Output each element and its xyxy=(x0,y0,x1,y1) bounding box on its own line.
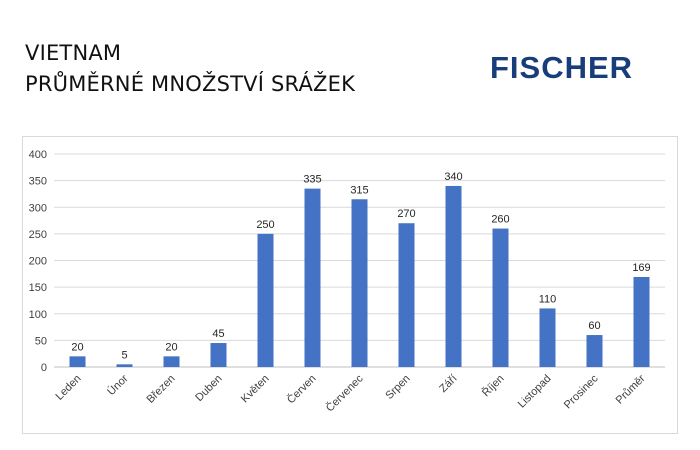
x-tick-label: Říjen xyxy=(479,372,506,399)
bar xyxy=(398,223,415,367)
y-tick-label: 350 xyxy=(29,176,47,188)
bar xyxy=(210,343,227,367)
y-tick-label: 150 xyxy=(29,282,47,294)
data-label: 270 xyxy=(397,208,415,220)
data-label: 60 xyxy=(588,320,600,332)
data-label: 169 xyxy=(632,262,650,274)
y-tick-label: 200 xyxy=(29,256,47,268)
x-tick-label: Prosinec xyxy=(562,372,601,411)
y-tick-label: 0 xyxy=(41,362,47,374)
data-label: 250 xyxy=(256,219,274,231)
fischer-logo: FISCHER xyxy=(490,50,634,85)
x-tick-label: Březen xyxy=(144,373,177,406)
data-label: 260 xyxy=(491,214,509,226)
data-label: 20 xyxy=(71,341,83,353)
x-tick-label: Květen xyxy=(239,373,272,406)
x-tick-label: Září xyxy=(437,373,459,395)
bar xyxy=(539,308,556,367)
bar xyxy=(116,364,133,367)
y-tick-label: 400 xyxy=(29,149,47,161)
x-tick-label: Červenec xyxy=(323,372,366,415)
bar xyxy=(445,185,462,367)
data-label: 335 xyxy=(303,174,321,186)
y-tick-label: 250 xyxy=(29,229,47,241)
page-title: VIETNAM xyxy=(25,41,122,65)
bar xyxy=(351,199,368,367)
data-label: 20 xyxy=(165,341,177,353)
data-label: 45 xyxy=(212,328,224,340)
bar xyxy=(633,277,650,367)
data-label: 5 xyxy=(121,349,127,361)
data-label: 110 xyxy=(539,293,557,305)
y-tick-label: 300 xyxy=(29,202,47,214)
bar xyxy=(304,188,321,367)
bar xyxy=(492,228,509,367)
x-tick-label: Leden xyxy=(54,373,84,403)
x-tick-label: Srpen xyxy=(383,373,412,402)
bar xyxy=(586,335,603,367)
y-tick-label: 50 xyxy=(35,335,47,347)
page-subtitle: PRŮMĚRNÉ MNOŽSTVÍ SRÁŽEK xyxy=(25,72,356,96)
x-tick-label: Listopad xyxy=(516,373,554,411)
data-label: 315 xyxy=(350,184,368,196)
x-tick-label: Červen xyxy=(284,372,318,406)
chart-frame xyxy=(22,136,678,434)
bar xyxy=(163,356,180,367)
x-tick-label: Únor xyxy=(105,372,131,398)
data-label: 340 xyxy=(444,171,462,183)
chart-title-block: VIETNAM PRŮMĚRNÉ MNOŽSTVÍ SRÁŽEK xyxy=(25,38,355,100)
bar xyxy=(257,233,274,367)
x-tick-label: Duben xyxy=(193,373,224,404)
x-tick-label: Průměr xyxy=(614,372,648,406)
bar xyxy=(69,356,86,367)
y-tick-label: 100 xyxy=(29,309,47,321)
